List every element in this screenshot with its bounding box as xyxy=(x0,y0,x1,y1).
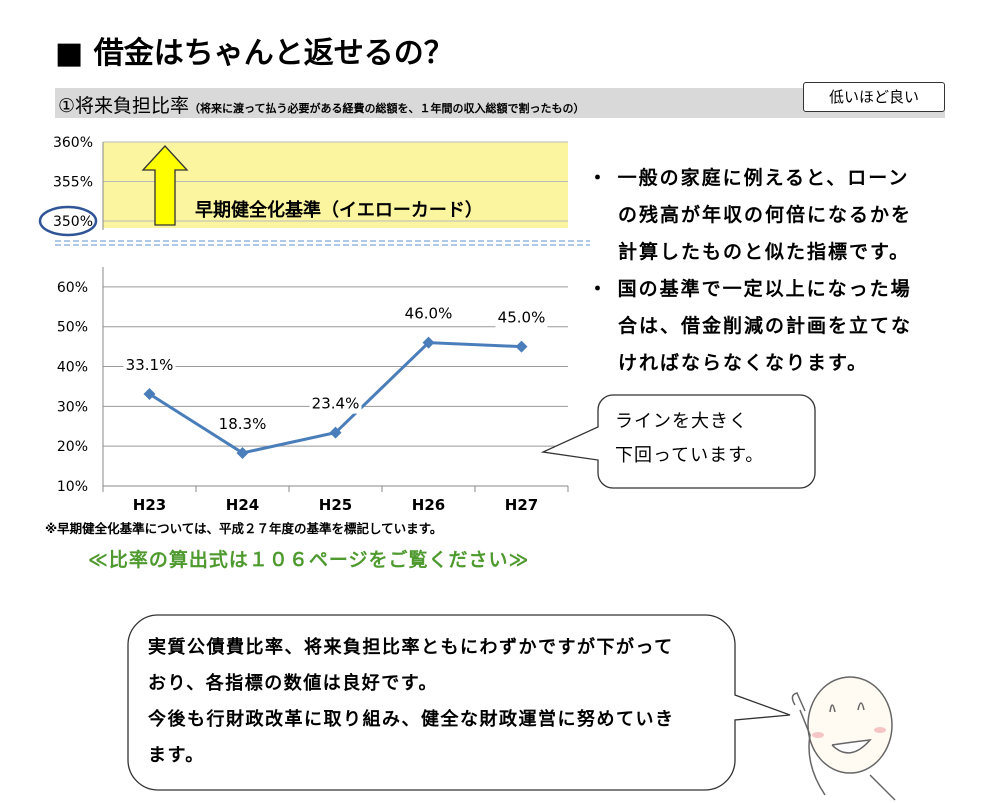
y-tick-label: 60% xyxy=(57,280,88,296)
callout-line: 下回っています。 xyxy=(615,445,765,466)
bullet-line: ・ 一般の家庭に例えると、ローン xyxy=(588,167,910,189)
y-tick-label: 10% xyxy=(57,479,88,495)
data-label: 23.4% xyxy=(312,395,360,413)
y-tick-label: 50% xyxy=(57,320,88,336)
callout-line: ラインを大きく xyxy=(615,411,748,432)
label-bg xyxy=(402,301,455,324)
summary-line: 実質公債費比率、将来負担比率ともにわずかですが下がって xyxy=(148,637,674,658)
upper-tick-label: 355% xyxy=(53,175,93,191)
y-tick-label: 40% xyxy=(57,360,88,376)
reference: ≪比率の算出式は１０６ページをご覧ください≫ xyxy=(88,549,530,571)
highlight-circle xyxy=(38,205,98,237)
bullet-line: 計算したものと似た指標です。 xyxy=(618,241,911,263)
x-tick-label: H26 xyxy=(412,496,445,514)
summary-shape xyxy=(127,614,791,791)
threshold-band xyxy=(103,142,568,228)
callout-shape xyxy=(540,394,816,489)
label-bg xyxy=(123,353,176,376)
section-title: ①将来負担比率（将来に渡って払う必要がある経費の総額を、１年間の収入総額で割った… xyxy=(58,91,585,118)
label-bg xyxy=(495,305,548,328)
point xyxy=(329,426,342,439)
upper-tick-label: 350% xyxy=(53,214,93,230)
x-tick-label: H23 xyxy=(133,496,166,514)
point xyxy=(143,388,156,401)
data-label: 46.0% xyxy=(405,305,453,323)
bullet-line: ければならなくなります。 xyxy=(618,352,869,374)
label-bg xyxy=(216,411,269,434)
label-bg xyxy=(309,391,362,414)
heading: ■ 借金はちゃんと返せるの？ xyxy=(55,36,454,71)
summary: 実質公債費比率、将来負担比率ともにわずかですが下がって おり、各指標の数値は良好で… xyxy=(148,630,675,774)
y-tick-label: 30% xyxy=(57,399,88,415)
threshold-label: 早期健全化基準（イエローカード） xyxy=(195,199,483,221)
point xyxy=(515,340,528,353)
upper-tick-label: 360% xyxy=(53,135,93,151)
footnote: ※早期健全化基準については、平成２７年度の基準を標記しています。 xyxy=(45,521,443,536)
x-tick-label: H25 xyxy=(319,496,352,514)
x-tick-label: H27 xyxy=(505,496,538,514)
summary-line: ます。 xyxy=(148,745,205,766)
x-tick-label: H24 xyxy=(226,496,259,514)
bullets: ・ 一般の家庭に例えると、ローンの残高が年収の何倍になるかを 計算したものと似た指… xyxy=(588,160,912,382)
note: （将来に渡って払う必要がある経費の総額を、１年間の収入総額で割ったもの） xyxy=(189,102,585,115)
y-tick-label: 20% xyxy=(57,439,88,455)
badge: 低いほど良い xyxy=(803,82,945,112)
section-bar xyxy=(55,88,945,118)
callout: ラインを大きく 下回っています。 xyxy=(615,405,764,473)
bullet-line: 合は、借金削減の計画を立てな xyxy=(618,315,913,337)
summary-line: 今後も行財政改革に取り組み、健全な財政運営に努めていき xyxy=(148,709,675,730)
data-label: 18.3% xyxy=(219,415,267,433)
summary-line: おり、各指標の数値は良好です。 xyxy=(148,673,438,694)
bullet-line: の残高が年収の何倍になるかを xyxy=(618,204,913,226)
arrow xyxy=(141,145,189,226)
point xyxy=(422,336,435,349)
chart: 350% 355% 360% 早期健全化基準（イエローカード） 10% 20% 30% 40%… xyxy=(38,135,590,514)
bullet-line: ・ 国の基準で一定以上になった場 xyxy=(588,278,912,300)
data-label: 45.0% xyxy=(498,309,546,327)
data-label: 33.1% xyxy=(126,356,174,374)
point xyxy=(236,446,249,459)
character xyxy=(791,676,896,801)
title: ①将来負担比率 xyxy=(58,95,190,117)
